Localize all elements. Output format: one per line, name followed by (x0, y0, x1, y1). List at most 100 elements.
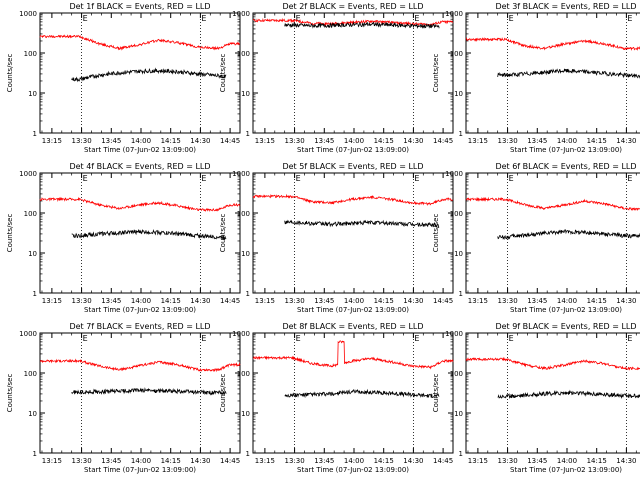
x-tick-label: 13:15 (255, 457, 275, 465)
y-tick-label: 100 (237, 50, 250, 58)
y-tick-label: 1 (33, 290, 37, 298)
y-axis-label: Counts/sec (219, 374, 227, 413)
panel-det-5: Det 5f BLACK = Events, RED = LLD E E 1 10 100… (219, 162, 454, 314)
series-line-lld (252, 340, 454, 370)
series-line-lld (465, 196, 640, 211)
x-tick-label: 14:45 (220, 457, 240, 465)
marker-e-left: E (509, 334, 514, 343)
y-tick-label: 1000 (19, 10, 37, 18)
x-tick-label: 14:45 (433, 297, 453, 305)
marker-e-right: E (414, 174, 419, 183)
x-tick-label: 13:15 (42, 297, 62, 305)
x-tick-label: 14:00 (131, 457, 151, 465)
series-line-lld (465, 37, 640, 51)
y-tick-label: 1 (33, 130, 37, 138)
y-axis-label: Counts/sec (432, 374, 440, 413)
series-line-lld (252, 17, 454, 27)
y-axis-label: Counts/sec (219, 214, 227, 253)
marker-e-left: E (296, 174, 301, 183)
x-tick-label: 13:15 (42, 457, 62, 465)
panel-title: Det 9f BLACK = Events, RED = LLD (495, 322, 636, 331)
x-tick-label: 14:30 (190, 137, 210, 145)
marker-e-left: E (83, 174, 88, 183)
x-tick-label: 14:00 (344, 457, 364, 465)
y-axis-label: Counts/sec (432, 54, 440, 93)
x-tick-label: 13:15 (255, 297, 275, 305)
x-tick-label: 14:00 (131, 297, 151, 305)
y-tick-label: 1 (459, 130, 463, 138)
y-tick-label: 1 (459, 290, 463, 298)
y-tick-label: 100 (450, 370, 463, 378)
x-axis-label: Start Time (07-Jun-02 13:09:00) (84, 466, 196, 474)
series-line-events (71, 228, 227, 241)
marker-e-left: E (296, 14, 301, 23)
panel-title: Det 8f BLACK = Events, RED = LLD (282, 322, 423, 331)
y-tick-label: 10 (454, 250, 463, 258)
x-tick-label: 14:15 (161, 137, 181, 145)
x-axis-label: Start Time (07-Jun-02 13:09:00) (84, 146, 196, 154)
series-line-lld (39, 196, 241, 212)
panel-title: Det 4f BLACK = Events, RED = LLD (69, 162, 210, 171)
marker-e-left: E (509, 174, 514, 183)
y-tick-label: 1 (246, 290, 250, 298)
panel-det-2: Det 2f BLACK = Events, RED = LLD E E 1 10 100… (219, 2, 454, 154)
plot-frame (465, 172, 640, 294)
x-tick-label: 14:30 (403, 457, 423, 465)
marker-e-right: E (627, 14, 632, 23)
marker-e-right: E (627, 334, 632, 343)
series-line-lld (39, 34, 241, 51)
x-tick-label: 13:30 (71, 457, 91, 465)
plot-frame (39, 332, 241, 454)
marker-e-left: E (83, 334, 88, 343)
series-line-events (284, 388, 440, 399)
plot-frame (39, 172, 241, 294)
series-line-events (497, 68, 640, 79)
x-tick-label: 13:45 (314, 137, 334, 145)
x-tick-label: 14:15 (161, 297, 181, 305)
y-tick-label: 1000 (445, 330, 463, 338)
x-tick-label: 13:45 (314, 457, 334, 465)
x-tick-label: 13:15 (468, 457, 488, 465)
series-line-events (71, 67, 227, 83)
x-tick-label: 14:30 (190, 457, 210, 465)
y-tick-label: 1 (246, 130, 250, 138)
x-tick-label: 14:00 (131, 137, 151, 145)
y-tick-label: 10 (241, 90, 250, 98)
plot-frame (465, 12, 640, 134)
marker-e-right: E (627, 174, 632, 183)
y-tick-label: 1000 (445, 170, 463, 178)
marker-e-right: E (201, 174, 206, 183)
y-tick-label: 1000 (232, 170, 250, 178)
x-tick-label: 14:15 (161, 457, 181, 465)
y-tick-label: 10 (454, 90, 463, 98)
series-line-lld (39, 358, 241, 373)
x-tick-label: 14:45 (220, 297, 240, 305)
x-tick-label: 14:00 (344, 297, 364, 305)
x-axis-label: Start Time (07-Jun-02 13:09:00) (297, 146, 409, 154)
x-tick-label: 13:30 (284, 137, 304, 145)
panel-det-8: Det 8f BLACK = Events, RED = LLD E E 1 10 100… (219, 322, 454, 474)
panel-title: Det 1f BLACK = Events, RED = LLD (69, 2, 210, 11)
x-tick-label: 14:30 (190, 297, 210, 305)
series-line-events (284, 219, 440, 228)
y-tick-label: 1 (33, 450, 37, 458)
x-tick-label: 14:15 (374, 137, 394, 145)
x-tick-label: 13:30 (497, 297, 517, 305)
x-tick-label: 13:15 (468, 137, 488, 145)
series-line-lld (465, 356, 640, 371)
y-tick-label: 100 (237, 370, 250, 378)
panel-det-1: Det 1f BLACK = Events, RED = LLD E E 1 10 100… (6, 2, 241, 154)
y-tick-label: 10 (28, 410, 37, 418)
x-tick-label: 14:00 (344, 137, 364, 145)
panel-title: Det 6f BLACK = Events, RED = LLD (495, 162, 636, 171)
x-tick-label: 13:45 (101, 137, 121, 145)
x-tick-label: 13:30 (71, 137, 91, 145)
x-tick-label: 14:45 (433, 137, 453, 145)
x-tick-label: 14:30 (616, 297, 636, 305)
y-tick-label: 100 (237, 210, 250, 218)
plot-frame (252, 332, 454, 454)
x-tick-label: 13:45 (527, 457, 547, 465)
x-tick-label: 13:45 (527, 137, 547, 145)
y-tick-label: 10 (28, 250, 37, 258)
